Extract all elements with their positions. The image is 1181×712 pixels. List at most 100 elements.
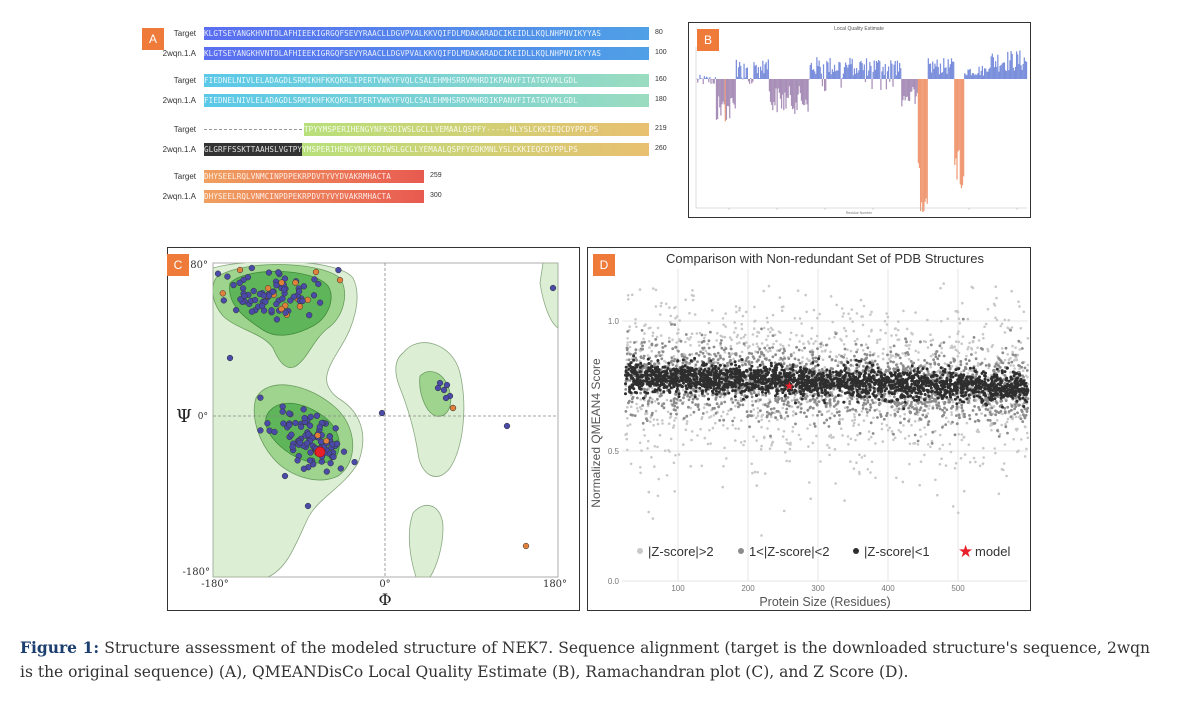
zscore-point-mid bbox=[939, 371, 942, 375]
zscore-point-mid bbox=[931, 406, 935, 410]
zscore-point-dark bbox=[770, 364, 773, 368]
ramachandran-point bbox=[303, 440, 311, 447]
zscore-point-light bbox=[810, 337, 813, 340]
local-quality-bar bbox=[882, 66, 884, 79]
zscore-point-mid bbox=[674, 401, 678, 405]
ramachandran-point bbox=[288, 431, 295, 438]
zscore-point-light bbox=[639, 471, 642, 475]
zscore-point-dark bbox=[836, 394, 840, 397]
zscore-point-light bbox=[643, 332, 646, 335]
local-quality-bar bbox=[712, 79, 714, 84]
zscore-point-mid bbox=[815, 396, 819, 400]
zscore-point-light bbox=[781, 344, 785, 348]
zscore-point-mid bbox=[750, 361, 754, 364]
zscore-point-mid bbox=[812, 367, 815, 371]
local-quality-bar bbox=[755, 64, 757, 79]
local-quality-bar bbox=[709, 77, 711, 79]
zscore-point-dark bbox=[855, 363, 859, 367]
zscore-point-light bbox=[977, 339, 981, 342]
zscore-point-mid bbox=[904, 337, 907, 341]
zscore-point-light bbox=[807, 342, 811, 345]
zscore-point-light bbox=[812, 308, 816, 312]
zscore-point-dark bbox=[778, 384, 782, 388]
ramachandran-point bbox=[323, 468, 330, 475]
zscore-point-dark bbox=[846, 361, 850, 364]
zscore-point-mid bbox=[716, 361, 720, 365]
local-quality-bar bbox=[724, 79, 726, 122]
zscore-point-light bbox=[851, 320, 854, 323]
zscore-point-dark bbox=[681, 365, 685, 369]
local-quality-bar bbox=[731, 79, 733, 98]
zscore-point-mid bbox=[958, 401, 961, 404]
zscore-point-light bbox=[819, 345, 822, 349]
zscore-point-dark bbox=[750, 388, 754, 392]
zscore-point-mid bbox=[680, 354, 684, 358]
zscore-point-light bbox=[796, 289, 800, 292]
ramachandran-point bbox=[251, 296, 259, 304]
zscore-point-light bbox=[986, 376, 990, 379]
zscore-point-mid bbox=[950, 398, 953, 401]
zscore-point-light bbox=[754, 319, 757, 323]
zscore-point-light bbox=[957, 340, 961, 344]
zscore-point-dark bbox=[954, 368, 958, 372]
zscore-point-light bbox=[858, 472, 861, 476]
zscore-point-light bbox=[690, 332, 694, 335]
zscore-point-mid bbox=[907, 353, 910, 356]
zscore-point-dark bbox=[775, 363, 779, 367]
zscore-point-light bbox=[889, 353, 892, 357]
zscore-point-light bbox=[800, 349, 804, 352]
zscore-point-mid bbox=[1007, 410, 1011, 413]
zscore-point-light bbox=[896, 338, 899, 341]
zscore-point-light bbox=[756, 411, 760, 414]
zscore-point-mid bbox=[895, 404, 899, 408]
local-quality-bar bbox=[891, 63, 893, 79]
zscore-point-mid bbox=[748, 351, 751, 355]
zscore-point-mid bbox=[1003, 406, 1007, 410]
zscore-point-light bbox=[1021, 369, 1025, 372]
zscore-point-dark bbox=[838, 388, 842, 392]
zscore-point-mid bbox=[702, 340, 705, 343]
zscore-point-dark bbox=[647, 362, 651, 365]
zscore-point-mid bbox=[671, 347, 675, 351]
zscore-point-light bbox=[674, 316, 677, 320]
local-quality-bar bbox=[726, 79, 729, 106]
zscore-point-light bbox=[766, 427, 769, 430]
zscore-point-mid bbox=[1016, 411, 1019, 415]
zscore-point-mid bbox=[949, 361, 953, 364]
local-quality-bar bbox=[775, 79, 777, 89]
zscore-point-dark bbox=[860, 390, 864, 394]
zscore-point-mid bbox=[851, 407, 855, 411]
zscore-point-mid bbox=[642, 354, 646, 358]
zscore-point-mid bbox=[640, 341, 644, 344]
zscore-point-light bbox=[843, 406, 847, 409]
zscore-point-light bbox=[666, 410, 670, 414]
zscore-point-light bbox=[843, 353, 846, 357]
zscore-point-mid bbox=[836, 400, 840, 404]
zscore-point-light bbox=[792, 410, 795, 413]
zscore-point-light bbox=[886, 428, 890, 432]
zscore-point-light bbox=[967, 345, 970, 349]
zscore-point-light bbox=[874, 476, 877, 480]
zscore-point-mid bbox=[676, 406, 679, 409]
zscore-point-mid bbox=[696, 405, 700, 408]
zscore-point-light bbox=[905, 344, 909, 347]
zscore-point-light bbox=[790, 399, 794, 402]
zscore-point-mid bbox=[713, 352, 716, 356]
zscore-point-light bbox=[740, 360, 743, 364]
local-quality-bar bbox=[756, 73, 758, 79]
zscore-point-light bbox=[807, 340, 810, 343]
zscore-point-light bbox=[888, 426, 891, 430]
zscore-point-mid bbox=[711, 393, 714, 397]
zscore-point-light bbox=[626, 294, 630, 297]
zscore-point-dark bbox=[624, 392, 627, 396]
zscore-point-light bbox=[967, 443, 971, 446]
zscore-point-light bbox=[840, 339, 843, 342]
zscore-point-light bbox=[867, 430, 871, 433]
zscore-point-light bbox=[953, 467, 957, 470]
zscore-point-dark bbox=[981, 389, 985, 393]
zscore-point-light bbox=[917, 351, 920, 354]
zscore-point-light bbox=[1017, 300, 1020, 303]
zscore-point-light bbox=[987, 366, 990, 370]
zscore-point-mid bbox=[776, 395, 780, 399]
zscore-point-light bbox=[886, 315, 890, 319]
